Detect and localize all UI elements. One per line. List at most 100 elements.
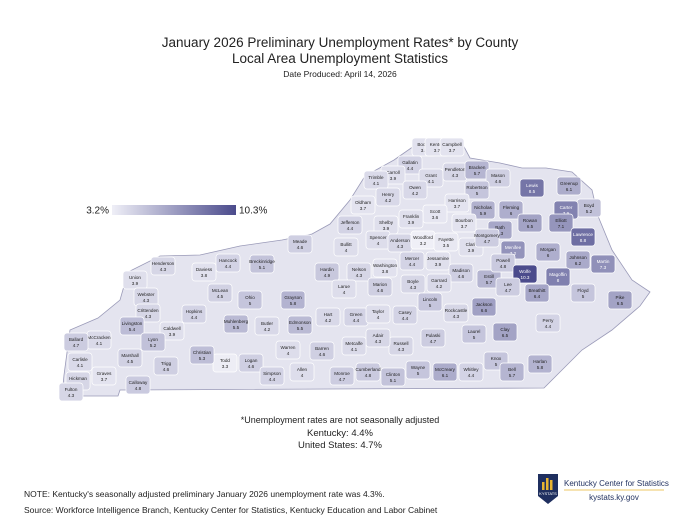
county-name: Webster [137,292,154,297]
county [535,313,561,333]
county-name: Metcalfe [345,341,363,346]
county-name: Adair [373,333,384,338]
county [191,262,217,282]
footnote: *Unemployment rates are not seasonally a… [241,415,440,425]
county-value: 3.7 [434,148,441,153]
county-value: 4.1 [373,181,380,186]
county-value: 5 [476,191,479,196]
county-value: 4.7 [339,377,346,382]
logo-name: Kentucky Center for Statistics [564,479,669,488]
county [133,287,159,307]
county-name: Union [129,275,141,280]
county-name: Kenton [430,142,445,147]
county-name: Bracken [469,165,486,170]
county [590,254,616,274]
county-name: Hardin [320,267,334,272]
county-name: Magoffin [549,272,567,277]
county-name: Pike [616,295,625,300]
county-value: 5.7 [486,280,493,285]
county-name: Crittenden [137,308,159,313]
county-name: Knox [491,356,502,361]
county-name: Washington [373,263,398,268]
county-value: 4 [301,373,304,378]
county-value: 8 [557,278,560,283]
county-value: 4.5 [217,294,224,299]
county-name: Muhlenberg [224,319,249,324]
county-value: 4 [343,290,346,295]
county-value: 4.6 [458,274,465,279]
county-value: 3.6 [432,215,439,220]
county-value: 6.3 [497,231,504,236]
county [458,362,484,382]
county-value: 4.6 [377,288,384,293]
county-name: Harlan [533,359,547,364]
county-value: 4.4 [407,166,414,171]
county-value: 3.7 [461,224,468,229]
county [287,315,313,335]
county-name: Carroll [386,170,400,175]
county [337,215,363,235]
county [576,198,602,218]
us-rate: United States: 4.7% [298,440,383,451]
county-name: Lee [504,282,512,287]
county [439,137,465,157]
county [117,348,143,368]
county-name: Pulaski [426,333,441,338]
county-value: 3.9 [132,281,139,286]
county [237,290,263,310]
county [367,277,393,297]
county-name: Lyon [148,337,158,342]
county-value: 7.1 [558,224,565,229]
county [545,267,571,287]
county-value: 4.2 [325,318,332,323]
county-value: 4.6 [297,245,304,250]
county-name: Casey [398,310,412,315]
county-value: 6 [547,253,550,258]
county-name: Christian [193,350,212,355]
county-name: Marshall [121,353,138,358]
county [350,195,376,215]
county-name: Barren [315,346,329,351]
county-value: 3.9 [408,220,415,225]
county-name: Menifee [505,245,522,250]
county-value: 5.1 [390,378,397,383]
county-name: Cumberland [355,367,380,372]
county-value: 4.1 [428,179,435,184]
county [289,362,315,382]
county-name: Marion [373,282,387,287]
county [451,213,477,233]
county-value: 4.3 [398,347,405,352]
county [492,322,518,342]
county-value: 3.9 [383,226,390,231]
county-name: Spencer [369,235,387,240]
date-produced: Date Produced: April 14, 2026 [283,69,397,79]
county-name: Boyle [407,279,419,284]
county-value: 5 [429,303,432,308]
counties: Boone3.8Kenton3.7Campbell3.7Gallatin4.4C… [58,137,633,402]
county-value: 4 [287,351,290,356]
county [485,168,511,188]
county-value: 4 [345,248,348,253]
county [470,200,496,220]
county-value: 5 [582,294,585,299]
county-name: Whitley [463,367,479,372]
county-value: 6.5 [502,333,509,338]
county [490,253,516,273]
county-name: Carlisle [72,357,88,362]
county-value: 5.2 [586,209,593,214]
county-name: Hickman [69,376,87,381]
county [333,237,359,257]
county [280,290,306,310]
county [314,262,340,282]
county [355,362,381,382]
county-value: 4.5 [127,359,134,364]
county [380,367,406,387]
county [471,297,497,317]
county-value: 5.8 [290,301,297,306]
county-name: Edmonson [289,320,311,325]
county [392,305,418,325]
county-name: Jefferson [341,220,360,225]
county-value: 5.1 [259,265,266,270]
county [67,352,93,372]
county-value: 6 [510,211,513,216]
